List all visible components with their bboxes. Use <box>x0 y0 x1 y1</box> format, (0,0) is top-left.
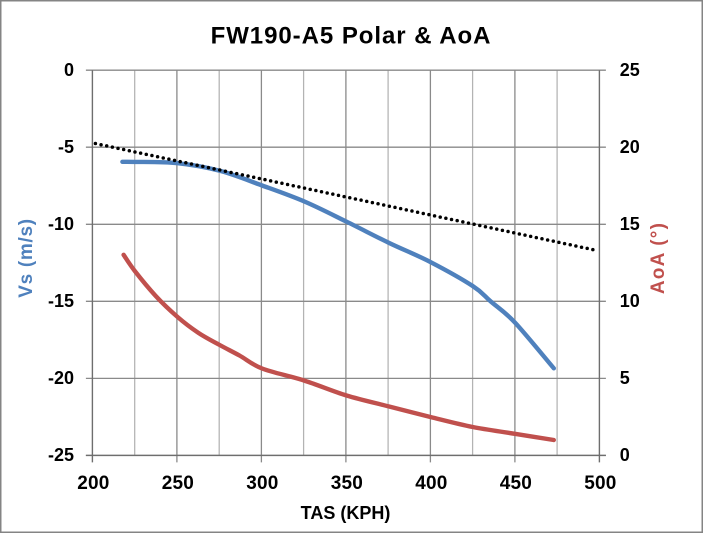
svg-text:FW190-A5 Polar & AoA: FW190-A5 Polar & AoA <box>211 22 492 49</box>
svg-text:-25: -25 <box>48 445 74 465</box>
svg-text:450: 450 <box>500 473 532 494</box>
svg-text:0: 0 <box>64 60 74 80</box>
svg-text:500: 500 <box>584 473 616 494</box>
svg-text:-20: -20 <box>48 368 74 388</box>
svg-text:-10: -10 <box>48 214 74 234</box>
svg-text:-15: -15 <box>48 291 74 311</box>
svg-text:5: 5 <box>620 368 630 388</box>
svg-text:TAS (KPH): TAS (KPH) <box>301 503 391 523</box>
svg-text:200: 200 <box>77 473 109 494</box>
svg-text:Vs (m/s): Vs (m/s) <box>16 218 37 298</box>
svg-text:AoA (°): AoA (°) <box>648 222 669 294</box>
svg-text:15: 15 <box>620 214 640 234</box>
svg-text:300: 300 <box>246 473 278 494</box>
svg-text:0: 0 <box>620 445 630 465</box>
svg-text:25: 25 <box>620 60 640 80</box>
svg-text:-5: -5 <box>58 137 74 157</box>
svg-text:20: 20 <box>620 137 640 157</box>
svg-text:350: 350 <box>331 473 363 494</box>
svg-text:400: 400 <box>415 473 447 494</box>
svg-text:250: 250 <box>162 473 194 494</box>
svg-text:10: 10 <box>620 291 640 311</box>
